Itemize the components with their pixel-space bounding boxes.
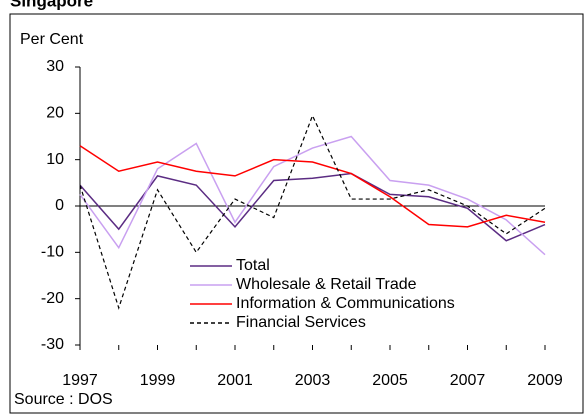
y-tick-label: 20: [46, 105, 64, 122]
x-tick-label: 2005: [372, 372, 408, 389]
y-tick-label: -20: [41, 290, 64, 307]
chart-title: Singapore: [10, 0, 93, 10]
legend-label: Information & Communications: [236, 295, 455, 312]
x-tick-label: 2003: [295, 372, 331, 389]
source-note: Source : DOS: [14, 391, 113, 408]
y-tick-label: 30: [46, 58, 64, 75]
y-tick-label: -30: [41, 336, 64, 353]
x-tick-label: 2009: [527, 372, 563, 389]
y-tick-label: 10: [46, 151, 64, 168]
y-tick-label: -10: [41, 244, 64, 261]
series-line: [79, 172, 546, 242]
x-tick-label: 2001: [217, 372, 253, 389]
x-tick-label: 1999: [140, 372, 176, 389]
x-tick-label: 1997: [62, 372, 98, 389]
series-line: [79, 145, 546, 228]
legend-label: Total: [236, 257, 270, 274]
x-tick-label: 2007: [450, 372, 486, 389]
legend-label: Wholesale & Retail Trade: [236, 276, 417, 293]
y-tick-label: 0: [55, 197, 64, 214]
y-axis-label: Per Cent: [20, 31, 84, 48]
series-line: [79, 135, 546, 256]
series-line: [79, 114, 546, 310]
chart-border: [9, 13, 584, 414]
legend-label: Financial Services: [236, 314, 366, 331]
